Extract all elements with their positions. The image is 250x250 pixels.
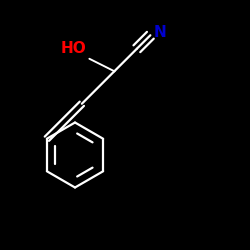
Text: N: N <box>154 25 167 40</box>
Text: HO: HO <box>61 41 87 56</box>
